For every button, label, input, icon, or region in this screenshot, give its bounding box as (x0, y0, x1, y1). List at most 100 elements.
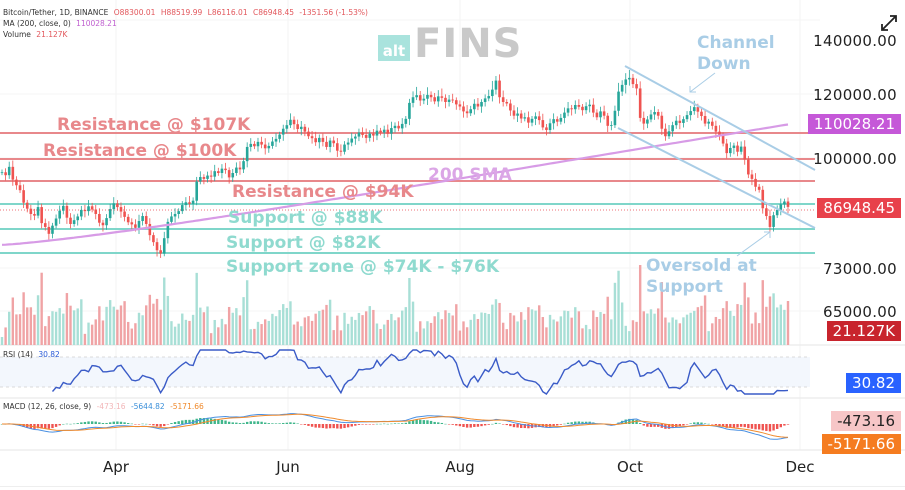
candle-body (400, 123, 404, 129)
volume-bar (437, 312, 440, 345)
volume-bar (635, 321, 638, 345)
annotation-resistance-100k[interactable]: Resistance @ $100K (43, 141, 237, 161)
volume-bar (624, 325, 627, 345)
macd-histogram-bar (245, 421, 249, 424)
volume-bar (98, 306, 101, 345)
volume-bar (224, 324, 227, 345)
annotation-resistance-94k[interactable]: Resistance @ $94K (232, 182, 414, 202)
volume-bar (473, 314, 476, 345)
volume-bar (354, 319, 357, 345)
annotation-support-zone[interactable]: Support zone @ $74K - $76K (226, 257, 500, 277)
macd-histogram-bar (494, 422, 498, 424)
volume-bar (747, 297, 750, 345)
volume-bar (476, 319, 480, 345)
ma-legend[interactable]: MA (200, close, 0) 110028.21 (3, 19, 120, 29)
volume-bar (606, 296, 609, 345)
annotation-resistance-107k[interactable]: Resistance @ $107K (57, 115, 251, 135)
candle-body (739, 146, 743, 152)
volume-legend[interactable]: Volume 21.127K (3, 30, 70, 40)
volume-bar (757, 323, 761, 345)
volume-bar (119, 305, 123, 345)
candle-body (188, 202, 191, 204)
sma-200-line (1, 123, 789, 246)
candle-body (747, 159, 750, 175)
macd-histogram-bar (422, 420, 426, 424)
volume-bar (411, 301, 415, 345)
volume-bar (534, 310, 537, 345)
macd-histogram-bar (559, 424, 563, 425)
annotation-support-82k[interactable]: Support @ $82K (226, 233, 381, 253)
macd-histogram-bar (325, 424, 328, 429)
volume-bar (545, 327, 548, 345)
candle-body (426, 94, 429, 99)
candle-body (786, 201, 790, 207)
last-price-tag: 86948.45 (817, 198, 901, 218)
candle-body (314, 138, 317, 143)
candle-body (25, 202, 29, 209)
macd-histogram-bar (404, 422, 408, 424)
volume-bar (101, 320, 105, 345)
volume-bar (94, 319, 97, 345)
volume-bar (44, 326, 47, 345)
volume-bar (671, 317, 674, 345)
volume-bar (296, 321, 299, 345)
macd-legend[interactable]: MACD (12, 26, close, 9) -473.16 -5644.82… (3, 402, 207, 412)
volume-bar (300, 326, 303, 345)
annotation-down[interactable]: Down (697, 54, 751, 74)
macd-histogram-bar (390, 423, 393, 425)
volume-bar (145, 305, 148, 345)
annotation-200-sma[interactable]: 200 SMA (428, 165, 512, 185)
volume-bar (209, 333, 213, 345)
macd-histogram-bar (779, 424, 782, 428)
candle-body (123, 211, 126, 217)
symbol-label[interactable]: Bitcoin/Tether, 1D, BINANCE (3, 8, 109, 17)
macd-signal-value: -5171.66 (170, 402, 204, 411)
rsi-legend[interactable]: RSI (14) 30.82 (3, 350, 63, 360)
annotation-support-text[interactable]: Support (646, 277, 723, 297)
candle-body (235, 167, 238, 173)
macd-histogram-bar (516, 424, 519, 428)
candle-body (602, 111, 606, 116)
candle-body (105, 218, 108, 226)
macd-histogram-bar (556, 424, 559, 426)
candle-body (552, 119, 555, 124)
candle-body (217, 171, 220, 173)
macd-histogram-bar (429, 420, 433, 424)
macd-label: MACD (12, 26, close, 9) (3, 402, 92, 411)
annotation-channel[interactable]: Channel (697, 33, 775, 53)
macd-histogram-bar (47, 424, 51, 429)
macd-histogram-bar (343, 424, 346, 429)
candle-body (512, 110, 516, 116)
annotation-support-88k[interactable]: Support @ $88K (228, 208, 383, 228)
volume-bar (65, 293, 69, 345)
candle-body (671, 125, 674, 132)
candle-body (588, 104, 591, 107)
macd-histogram-bar (671, 424, 674, 429)
macd-signal-tag: -5171.66 (821, 434, 901, 454)
candle-body (336, 143, 339, 151)
volume-bar (523, 319, 526, 345)
volume-bar (379, 328, 382, 345)
candle-body (11, 166, 15, 180)
volume-bar (346, 323, 350, 345)
macd-signal-line (2, 413, 789, 438)
macd-histogram-bar (314, 424, 317, 428)
candle-body (433, 97, 436, 102)
candle-body (354, 136, 357, 139)
annotation-oversold[interactable]: Oversold at (646, 256, 757, 276)
macd-histogram-bar (119, 421, 123, 424)
candle-body (263, 144, 267, 149)
macd-histogram-bar (642, 424, 645, 426)
volume-bar (123, 301, 126, 345)
fullscreen-expand-icon[interactable] (880, 14, 898, 32)
volume-bar (357, 312, 361, 345)
macd-histogram-bar (570, 422, 573, 424)
candle-body (667, 131, 671, 137)
candle-body (653, 112, 656, 115)
macd-histogram-bar (483, 424, 487, 426)
macd-histogram-bar (628, 418, 631, 424)
volume-bar (292, 324, 296, 345)
candle-body (678, 120, 682, 123)
